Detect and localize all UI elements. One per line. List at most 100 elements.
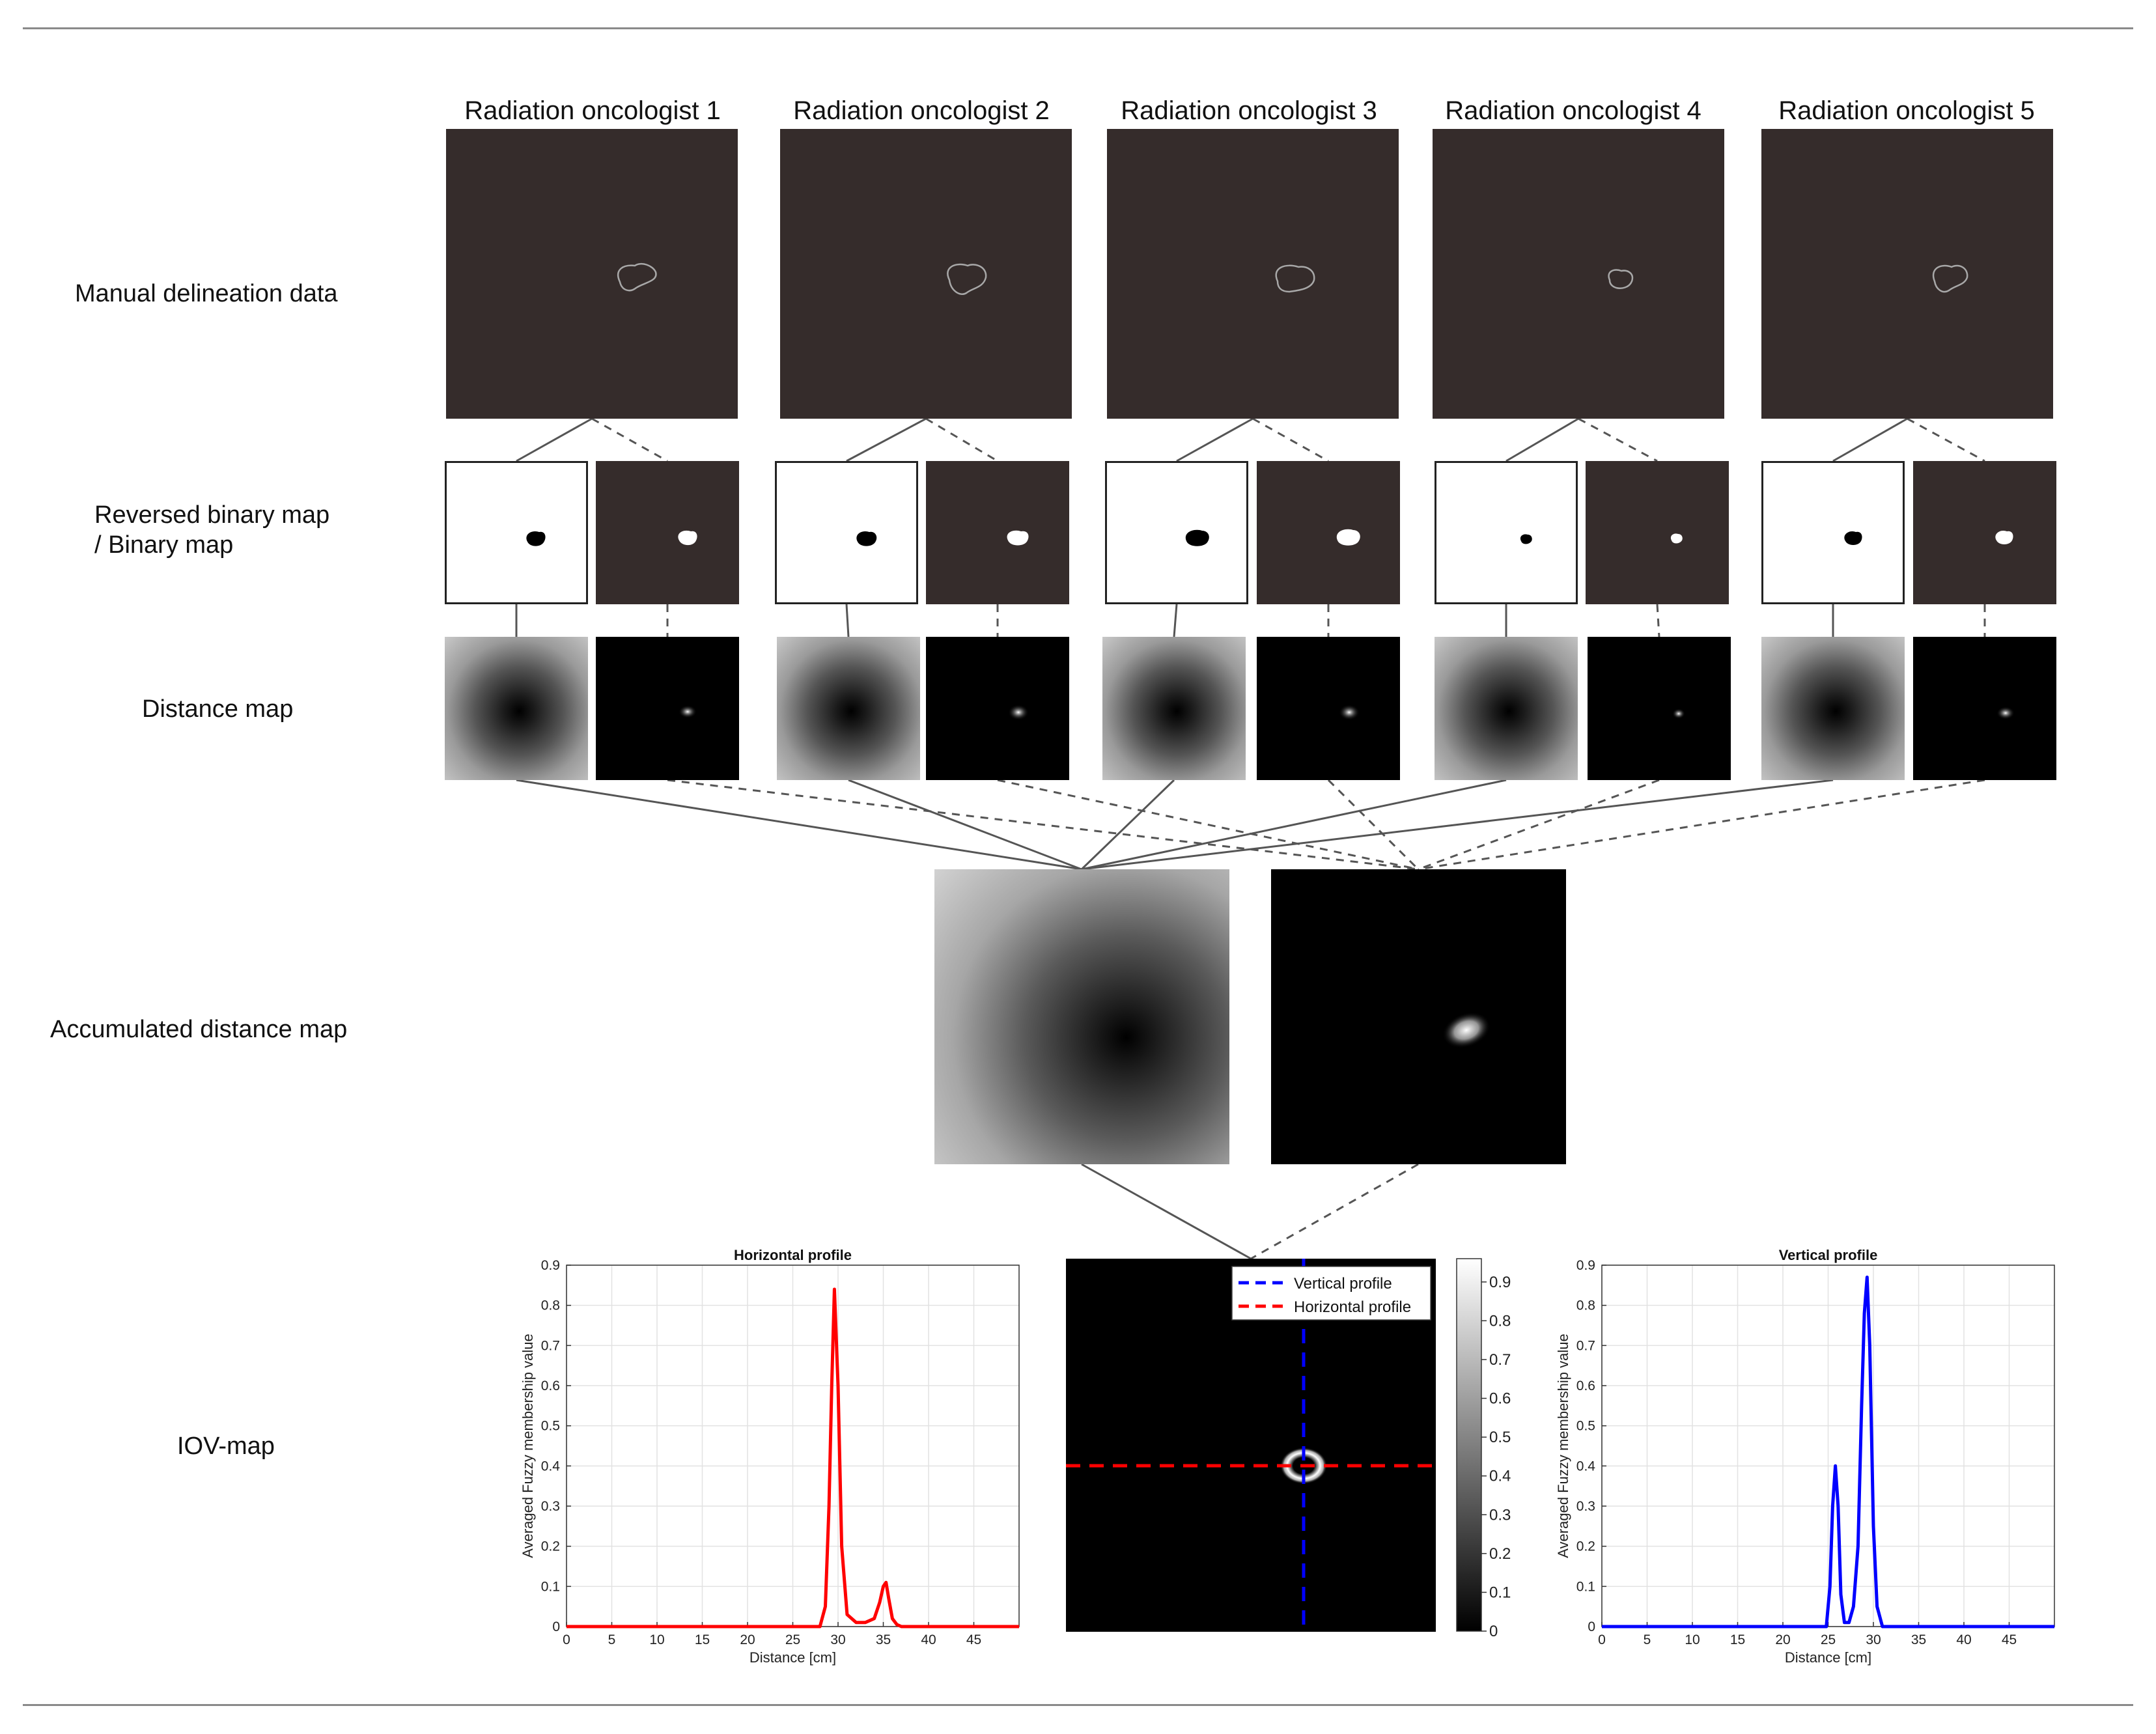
y-tick-label-4: 0.4 <box>1576 1459 1596 1474</box>
connector-dashed-5 <box>997 779 1419 871</box>
manual-delineation-panel-4 <box>1433 129 1724 419</box>
y-axis-label: Averaged Fuzzy membership value <box>1555 1334 1571 1558</box>
connector-solid-15 <box>1081 1163 1252 1260</box>
connector-dashed-0 <box>591 417 668 462</box>
contour-icon <box>947 263 987 295</box>
distance-map-4 <box>1588 637 1731 780</box>
binary-map-1 <box>596 461 739 604</box>
connector-solid-9 <box>1505 417 1579 462</box>
manual-delineation-panel-5 <box>1761 129 2053 419</box>
colorbar-tick-label-1: 0.1 <box>1489 1584 1511 1601</box>
row-label-distance: Distance map <box>142 695 294 723</box>
connector-solid-14 <box>1081 779 1834 871</box>
row-label-manual: Manual delineation data <box>75 280 338 307</box>
distance-map-5 <box>1913 637 2056 780</box>
blob-icon <box>1996 706 2015 720</box>
x-tick-label-9: 45 <box>2002 1632 2017 1647</box>
colorbar-tick-label-5: 0.5 <box>1489 1429 1511 1446</box>
connector-dashed-12 <box>1907 417 1985 462</box>
colorbar-tick-label-7: 0.7 <box>1489 1351 1511 1369</box>
connector-dashed-10 <box>1656 604 1660 637</box>
y-tick-label-3: 0.3 <box>1576 1499 1595 1514</box>
legend-label-vertical: Vertical profile <box>1294 1275 1392 1293</box>
blob-icon <box>679 705 697 718</box>
contour-icon <box>1932 264 1968 293</box>
x-tick-label-2: 10 <box>1685 1632 1700 1647</box>
y-tick-label-1: 0.1 <box>541 1579 560 1594</box>
manual-delineation-panel-1 <box>446 129 738 419</box>
colorbar-tick-label-2: 0.2 <box>1489 1545 1511 1563</box>
reversed-binary-map-5 <box>1761 461 1905 604</box>
reversed-distance-map-2 <box>777 637 920 780</box>
connector-solid-7 <box>1173 604 1178 637</box>
colorbar-tick-label-4: 0.4 <box>1489 1468 1511 1485</box>
y-tick-label-7: 0.7 <box>1576 1338 1595 1353</box>
y-axis-label: Averaged Fuzzy membership value <box>520 1334 536 1558</box>
y-tick-label-2: 0.2 <box>1576 1539 1595 1554</box>
distance-map-1 <box>596 637 739 780</box>
manual-delineation-panel-2 <box>780 129 1072 419</box>
x-tick-label-6: 30 <box>1866 1632 1881 1647</box>
distance-map-2 <box>926 637 1069 780</box>
blob-icon <box>678 530 697 546</box>
x-tick-label-7: 35 <box>1911 1632 1926 1647</box>
connector-dashed-3 <box>925 417 998 462</box>
blob-icon <box>1995 530 2013 544</box>
colorbar-tick-label-0: 0 <box>1489 1623 1498 1638</box>
reversed-distance-map-3 <box>1102 637 1246 780</box>
connector-solid-12 <box>1832 417 1908 462</box>
row-label-binary-line2: / Binary map <box>94 531 234 559</box>
x-tick-label-8: 40 <box>921 1632 936 1647</box>
y-tick-label-5: 0.5 <box>541 1419 560 1434</box>
row-label-accumulated: Accumulated distance map <box>50 1016 348 1043</box>
x-tick-label-0: 0 <box>1598 1632 1606 1647</box>
column-title-1: Radiation oncologist 1 <box>464 96 721 125</box>
y-tick-label-0: 0 <box>1588 1619 1595 1634</box>
reversed-distance-map-1 <box>445 637 588 780</box>
y-tick-label-8: 0.8 <box>1576 1298 1595 1313</box>
blob-icon <box>1520 534 1532 544</box>
x-tick-label-5: 25 <box>785 1632 800 1647</box>
colorbar-tick-label-6: 0.6 <box>1489 1390 1511 1408</box>
connector-dashed-15 <box>1250 1163 1419 1260</box>
reversed-distance-map-4 <box>1435 637 1578 780</box>
blob-icon <box>1670 533 1683 544</box>
blob-icon <box>1844 531 1862 545</box>
distance-map-3 <box>1257 637 1400 780</box>
connector-solid-3 <box>846 417 927 462</box>
connector-dashed-8 <box>1327 779 1420 871</box>
x-axis-label: Distance [cm] <box>1785 1649 1871 1666</box>
contour-icon <box>1608 269 1634 289</box>
colorbar-tick-label-8: 0.8 <box>1489 1312 1511 1330</box>
x-tick-label-7: 35 <box>876 1632 891 1647</box>
column-title-4: Radiation oncologist 4 <box>1445 96 1701 125</box>
contour-icon <box>1275 264 1315 293</box>
y-tick-label-1: 0.1 <box>1576 1579 1595 1594</box>
blob-icon <box>526 531 546 546</box>
blob-icon <box>1442 1012 1491 1048</box>
reversed-binary-map-2 <box>775 461 918 604</box>
frame-bottom-line <box>23 1704 2133 1706</box>
connector-solid-2 <box>516 779 1082 871</box>
connector-solid-0 <box>516 417 593 462</box>
connector-solid-6 <box>1176 417 1253 462</box>
blob-icon <box>1008 705 1029 720</box>
colorbar-tick-label-9: 0.9 <box>1489 1274 1511 1291</box>
vertical-profile-chart: 0 5 10 15 20 25 30 35 40 45 0 0.1 0.2 0.3 0.4 0.5 0.6 0.7… <box>1555 1247 2055 1666</box>
connector-dashed-9 <box>1578 417 1658 462</box>
reversed-distance-map-5 <box>1761 637 1905 780</box>
colorbar-tick-label-3: 0.3 <box>1489 1506 1511 1524</box>
connector-solid-8 <box>1080 779 1175 871</box>
blob-icon <box>1336 529 1360 546</box>
reversed-binary-map-4 <box>1435 461 1578 604</box>
y-tick-label-6: 0.6 <box>1576 1378 1595 1393</box>
y-tick-label-2: 0.2 <box>541 1539 560 1554</box>
manual-delineation-panel-3 <box>1107 129 1399 419</box>
y-tick-label-5: 0.5 <box>1576 1419 1595 1434</box>
iov-colorbar: 0 0.1 0.2 0.3 0.4 0.5 0.6 0.7 0.8 0.9 <box>1456 1258 1511 1638</box>
blob-icon <box>856 531 877 546</box>
blob-icon <box>1672 708 1685 719</box>
blob-icon <box>1007 530 1029 546</box>
x-tick-label-2: 10 <box>649 1632 664 1647</box>
